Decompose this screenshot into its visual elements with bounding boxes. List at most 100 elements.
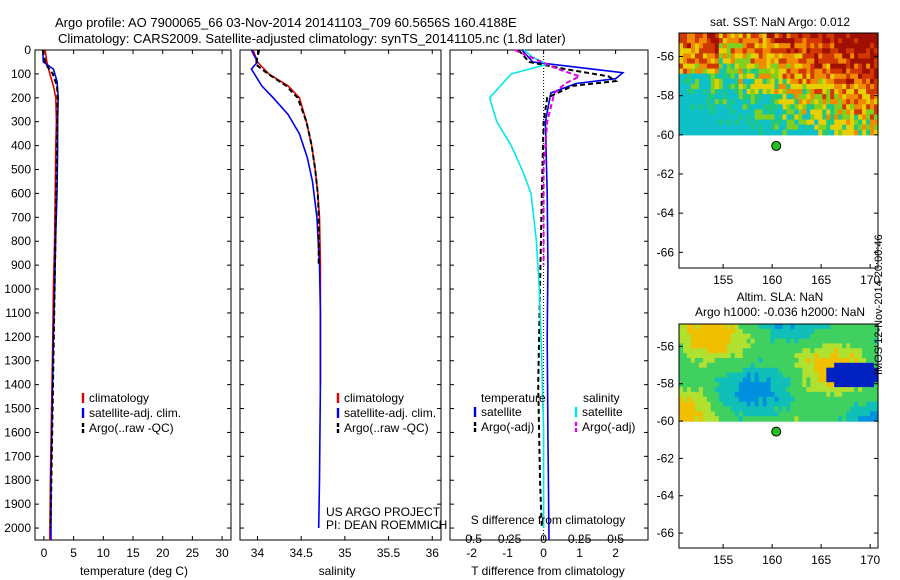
sla_map-cell: [786, 338, 792, 345]
sst_map-cell: [690, 78, 696, 85]
sst_map-cell: [734, 33, 740, 39]
sst_map-cell: [790, 48, 795, 54]
sst_map-cell: [798, 68, 803, 75]
sst_map-cell: [798, 78, 803, 85]
sla_map-cell: [858, 406, 863, 412]
sst_map-cell: [738, 58, 744, 65]
sst_map-cell: [834, 89, 839, 95]
sla_map-cell: [738, 333, 744, 340]
sla_map-cell: [846, 324, 851, 330]
sst_map-cell: [722, 114, 728, 121]
sst_map-cell: [710, 63, 716, 70]
sla_map-cell: [818, 328, 823, 335]
sst_map-cell: [746, 99, 752, 105]
sla_map-cell: [814, 416, 819, 422]
sst_map-cell: [862, 53, 867, 60]
sla_map-cell: [722, 358, 728, 364]
sla_map-cell: [702, 391, 708, 398]
sla_map-cell: [770, 367, 776, 374]
sla_map-cell: [814, 338, 819, 345]
sla_map-cell: [814, 328, 819, 335]
sst_map-cell: [702, 53, 708, 60]
sla_map-cell: [730, 348, 736, 354]
sla_map-cell: [687, 416, 692, 422]
sla_map-cell: [758, 362, 764, 369]
sla_map-cell: [698, 396, 704, 403]
sst_map-cell: [826, 129, 831, 136]
sla_map-cell: [770, 353, 776, 359]
sst_map-cell: [730, 83, 736, 90]
sst_map-cell: [862, 78, 867, 85]
sst_map-cell: [798, 94, 803, 100]
sst_map-cell: [679, 73, 684, 80]
sst_map-cell: [786, 58, 792, 65]
sla_map-cell: [706, 411, 712, 417]
sst_map-cell: [790, 114, 795, 121]
sla_map-cell: [846, 338, 851, 345]
sla_map-cell: [710, 382, 716, 388]
sst_map-cell: [683, 99, 688, 105]
sla_map-cell: [679, 358, 684, 364]
sla_map-cell: [679, 387, 684, 393]
sla_map-cell: [850, 387, 855, 393]
sst_map-cell: [830, 48, 835, 54]
sst_map-cell: [842, 104, 847, 110]
sla_map-cell: [798, 338, 803, 345]
sla_map-cell: [838, 338, 843, 345]
sst_map-cell: [694, 119, 700, 126]
sla_map-cell: [862, 353, 867, 359]
sla_map-cell: [706, 328, 712, 335]
sla_map-cell: [679, 396, 684, 403]
sst_map-cell: [850, 94, 855, 100]
sla_map-cell: [738, 324, 744, 330]
sst_map-cell: [683, 94, 688, 100]
sst_map-cell: [762, 114, 768, 121]
sst_map-cell: [734, 53, 740, 60]
sla_map-cell: [730, 358, 736, 364]
sst_map-cell: [786, 83, 792, 90]
difference-series-3: [514, 49, 583, 266]
sla_map-cell: [858, 343, 863, 349]
sst_map-cell: [822, 94, 827, 100]
sla_map-cell: [794, 387, 799, 393]
sla_map-cell: [758, 391, 764, 398]
sst_map-cell: [862, 89, 867, 95]
sla_map-cell: [850, 367, 855, 374]
sla_map-cell: [862, 343, 867, 349]
sst_map-cell: [758, 63, 764, 70]
sst_map-cell: [754, 129, 760, 136]
sst_map-cell: [826, 48, 831, 54]
sst_map-cell: [702, 83, 708, 90]
sla_map-cell: [718, 411, 724, 417]
sla_map-cell: [718, 372, 724, 378]
sst_map-cell: [710, 109, 716, 116]
sla_map-cell: [814, 406, 819, 412]
sst_map-cell: [683, 83, 688, 90]
sla_map-cell: [683, 343, 688, 349]
sla_map-cell: [874, 324, 879, 330]
sla_map-cell: [742, 353, 748, 359]
sst_map-cell: [679, 94, 684, 100]
sla_map-cell: [786, 324, 792, 330]
sst_map-cell: [698, 38, 704, 44]
sla_map-cell: [842, 406, 847, 412]
sst_map-cell: [710, 104, 716, 110]
sst_map-cell: [798, 83, 803, 90]
sst_map-cell: [786, 89, 792, 95]
sla_map-cell: [818, 353, 823, 359]
sla_map-cell: [730, 343, 736, 349]
sst_map-cell: [778, 78, 784, 85]
sla_map-cell: [866, 367, 871, 374]
sst_map-ytick-label: -60: [657, 128, 675, 142]
sla_map-cell: [870, 406, 875, 412]
sla_map-cell: [786, 377, 792, 383]
sst_map-ytick-label: -62: [657, 167, 675, 181]
sst_map-cell: [770, 129, 776, 136]
sst_map-cell: [866, 119, 871, 126]
sst_map-cell: [806, 119, 811, 126]
sla_map-cell: [818, 396, 823, 403]
sst_map-cell: [822, 99, 827, 105]
sla_map-cell: [862, 411, 867, 417]
sla_map-cell: [738, 406, 744, 412]
sla_map-cell: [706, 362, 712, 369]
